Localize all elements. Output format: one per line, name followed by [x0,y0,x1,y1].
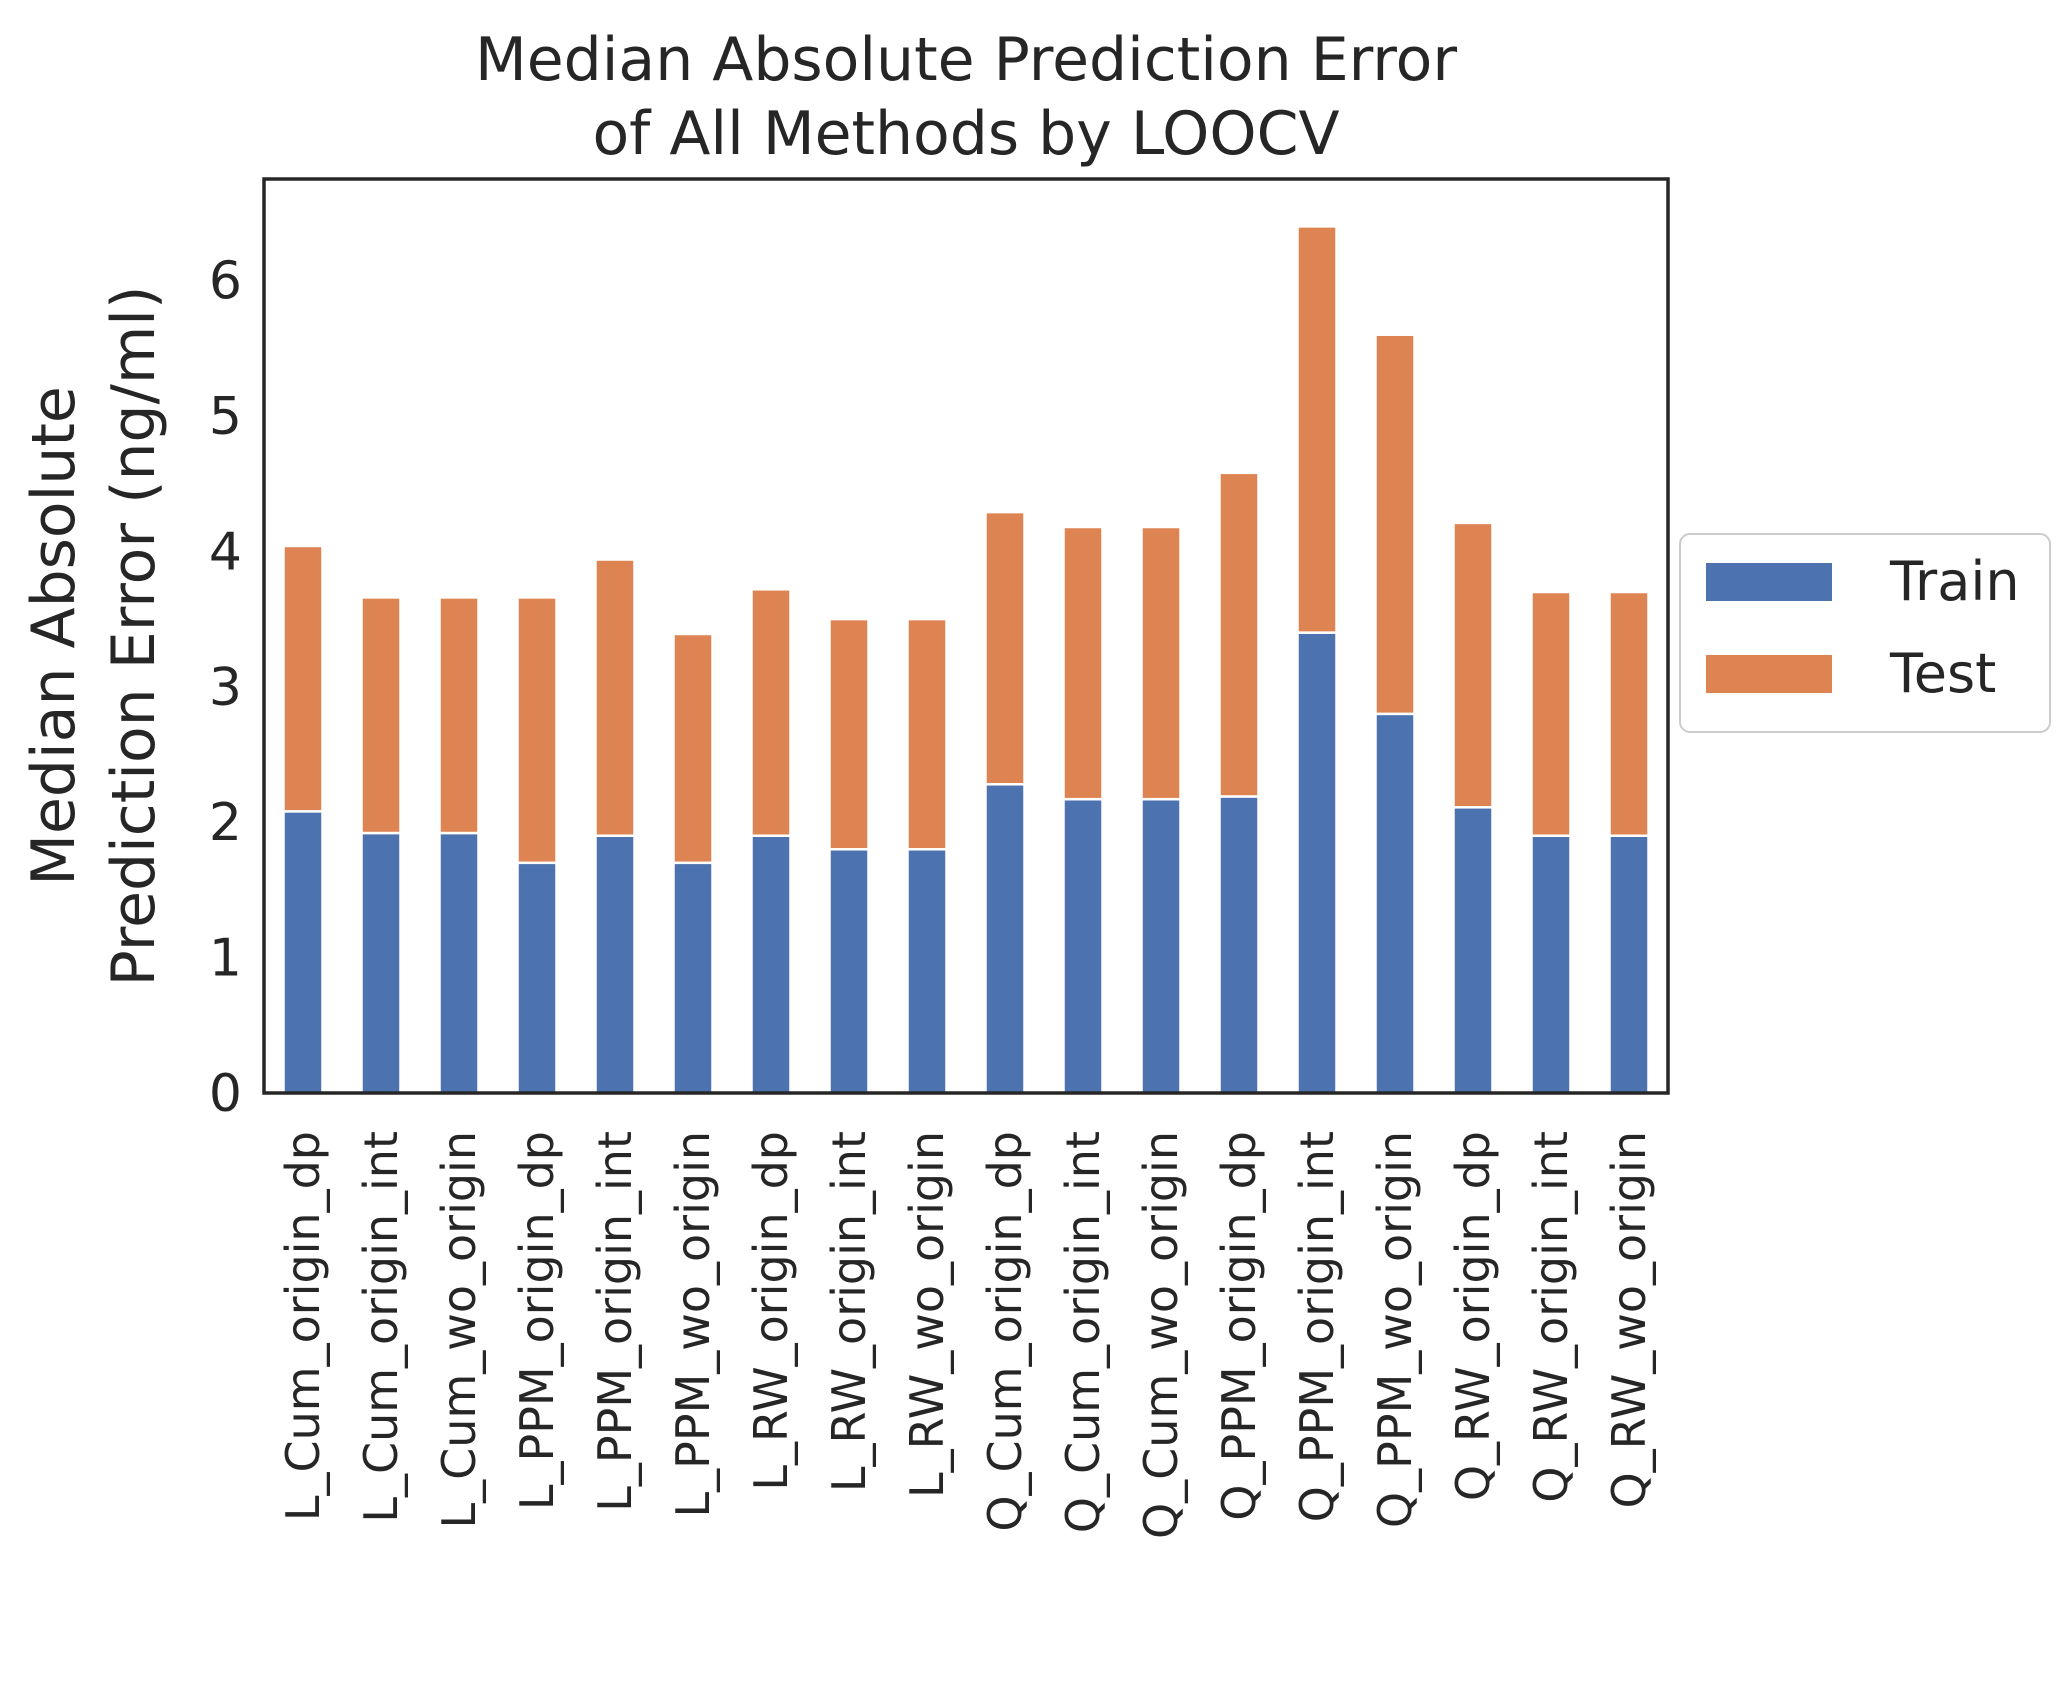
bar-test-Q_RW_wo_origin [1608,590,1650,837]
x-tick-label: L_Cum_origin_dp [276,1131,330,1521]
x-axis-ticks: L_Cum_origin_dp L_Cum_origin_int L_Cum_wo_… [276,1131,1656,1539]
x-tick-label: Q_Cum_wo_origin [1134,1131,1188,1539]
legend-label-test: Test [1889,642,1996,705]
legend-swatch-test [1706,655,1832,693]
bar-train-L_Cum_wo_origin [438,831,480,1095]
bar-train-Q_RW_origin_dp [1452,806,1494,1095]
bar-train-L_Cum_origin_int [360,831,402,1095]
bar-test-Q_RW_origin_int [1530,590,1572,837]
bar-train-L_PPM_origin_dp [516,861,558,1095]
plot-frame [262,177,1670,1095]
bar-test-Q_Cum_origin_int [1062,525,1104,801]
bar-train-Q_PPM_origin_int [1296,631,1338,1095]
bar-test-L_RW_origin_int [828,617,870,851]
y-axis-label-line-1: Median Absolute [19,386,89,886]
x-tick-label: Q_PPM_wo_origin [1368,1131,1422,1528]
x-tick-label: L_PPM_origin_dp [510,1131,564,1510]
x-tick-label: L_RW_origin_dp [744,1131,798,1491]
bar-test-L_RW_origin_dp [750,588,792,837]
bar-test-L_PPM_wo_origin [672,632,714,865]
x-tick-label: L_Cum_wo_origin [432,1131,486,1528]
chart-title-line-2: of All Methods by LOOCV [592,99,1339,169]
x-tick-label: Q_Cum_origin_int [1056,1131,1110,1533]
x-tick-label: L_RW_origin_int [822,1131,876,1492]
x-tick-label: Q_PPM_origin_int [1290,1131,1344,1522]
bar-test-L_Cum_origin_dp [282,544,324,813]
bar-test-Q_PPM_origin_dp [1218,471,1260,798]
bar-test-Q_PPM_origin_int [1296,225,1338,634]
bar-train-Q_Cum_origin_int [1062,797,1104,1095]
y-tick-label: 5 [209,387,242,447]
x-tick-label: Q_RW_wo_origin [1602,1131,1656,1509]
bar-test-L_Cum_origin_int [360,596,402,835]
bar-train-Q_PPM_wo_origin [1374,712,1416,1095]
x-tick-label: L_PPM_origin_int [588,1131,642,1512]
bar-test-Q_RW_origin_dp [1452,521,1494,809]
x-tick-label: L_Cum_origin_int [354,1131,408,1523]
bar-train-Q_Cum_origin_dp [984,783,1026,1095]
y-axis-label-line-2: Prediction Error (ng/ml) [99,286,169,987]
y-tick-label: 1 [209,929,242,989]
bar-train-Q_PPM_origin_dp [1218,795,1260,1095]
bar-train-L_RW_origin_int [828,848,870,1095]
y-tick-label: 2 [209,793,242,853]
bar-train-L_PPM_origin_int [594,834,636,1095]
y-axis-label: Median Absolute Prediction Error (ng/ml) [19,286,169,987]
bar-train-L_Cum_origin_dp [282,810,324,1095]
bar-test-Q_Cum_origin_dp [984,510,1026,786]
bar-test-Q_Cum_wo_origin [1140,525,1182,801]
legend-swatch-train [1706,563,1832,601]
x-tick-label: L_RW_wo_origin [900,1131,954,1498]
bar-train-Q_RW_origin_int [1530,834,1572,1095]
y-tick-label: 6 [209,252,242,312]
y-axis-ticks: 0 1 2 3 4 5 6 [209,252,242,1124]
y-tick-label: 3 [209,658,242,718]
bar-test-L_RW_wo_origin [906,617,948,851]
bars [282,225,1650,1095]
bar-train-Q_RW_wo_origin [1608,834,1650,1095]
x-tick-label: Q_PPM_origin_dp [1212,1131,1266,1521]
x-tick-label: Q_Cum_origin_dp [978,1131,1032,1532]
y-tick-label: 4 [209,522,242,582]
bar-train-Q_Cum_wo_origin [1140,797,1182,1095]
bar-train-L_RW_wo_origin [906,848,948,1095]
x-tick-label: Q_RW_origin_dp [1446,1131,1500,1501]
bar-train-L_RW_origin_dp [750,834,792,1095]
x-tick-label: Q_RW_origin_int [1524,1131,1578,1503]
chart-title-line-1: Median Absolute Prediction Error [475,25,1457,95]
legend-label-train: Train [1889,550,2020,613]
bar-test-Q_PPM_wo_origin [1374,333,1416,716]
bar-test-L_PPM_origin_dp [516,596,558,865]
y-tick-label: 0 [209,1064,242,1124]
legend: Train Test [1679,533,2051,733]
bar-test-L_PPM_origin_int [594,558,636,837]
bar-test-L_Cum_wo_origin [438,596,480,835]
bar-train-L_PPM_wo_origin [672,861,714,1095]
x-tick-label: L_PPM_wo_origin [666,1131,720,1518]
